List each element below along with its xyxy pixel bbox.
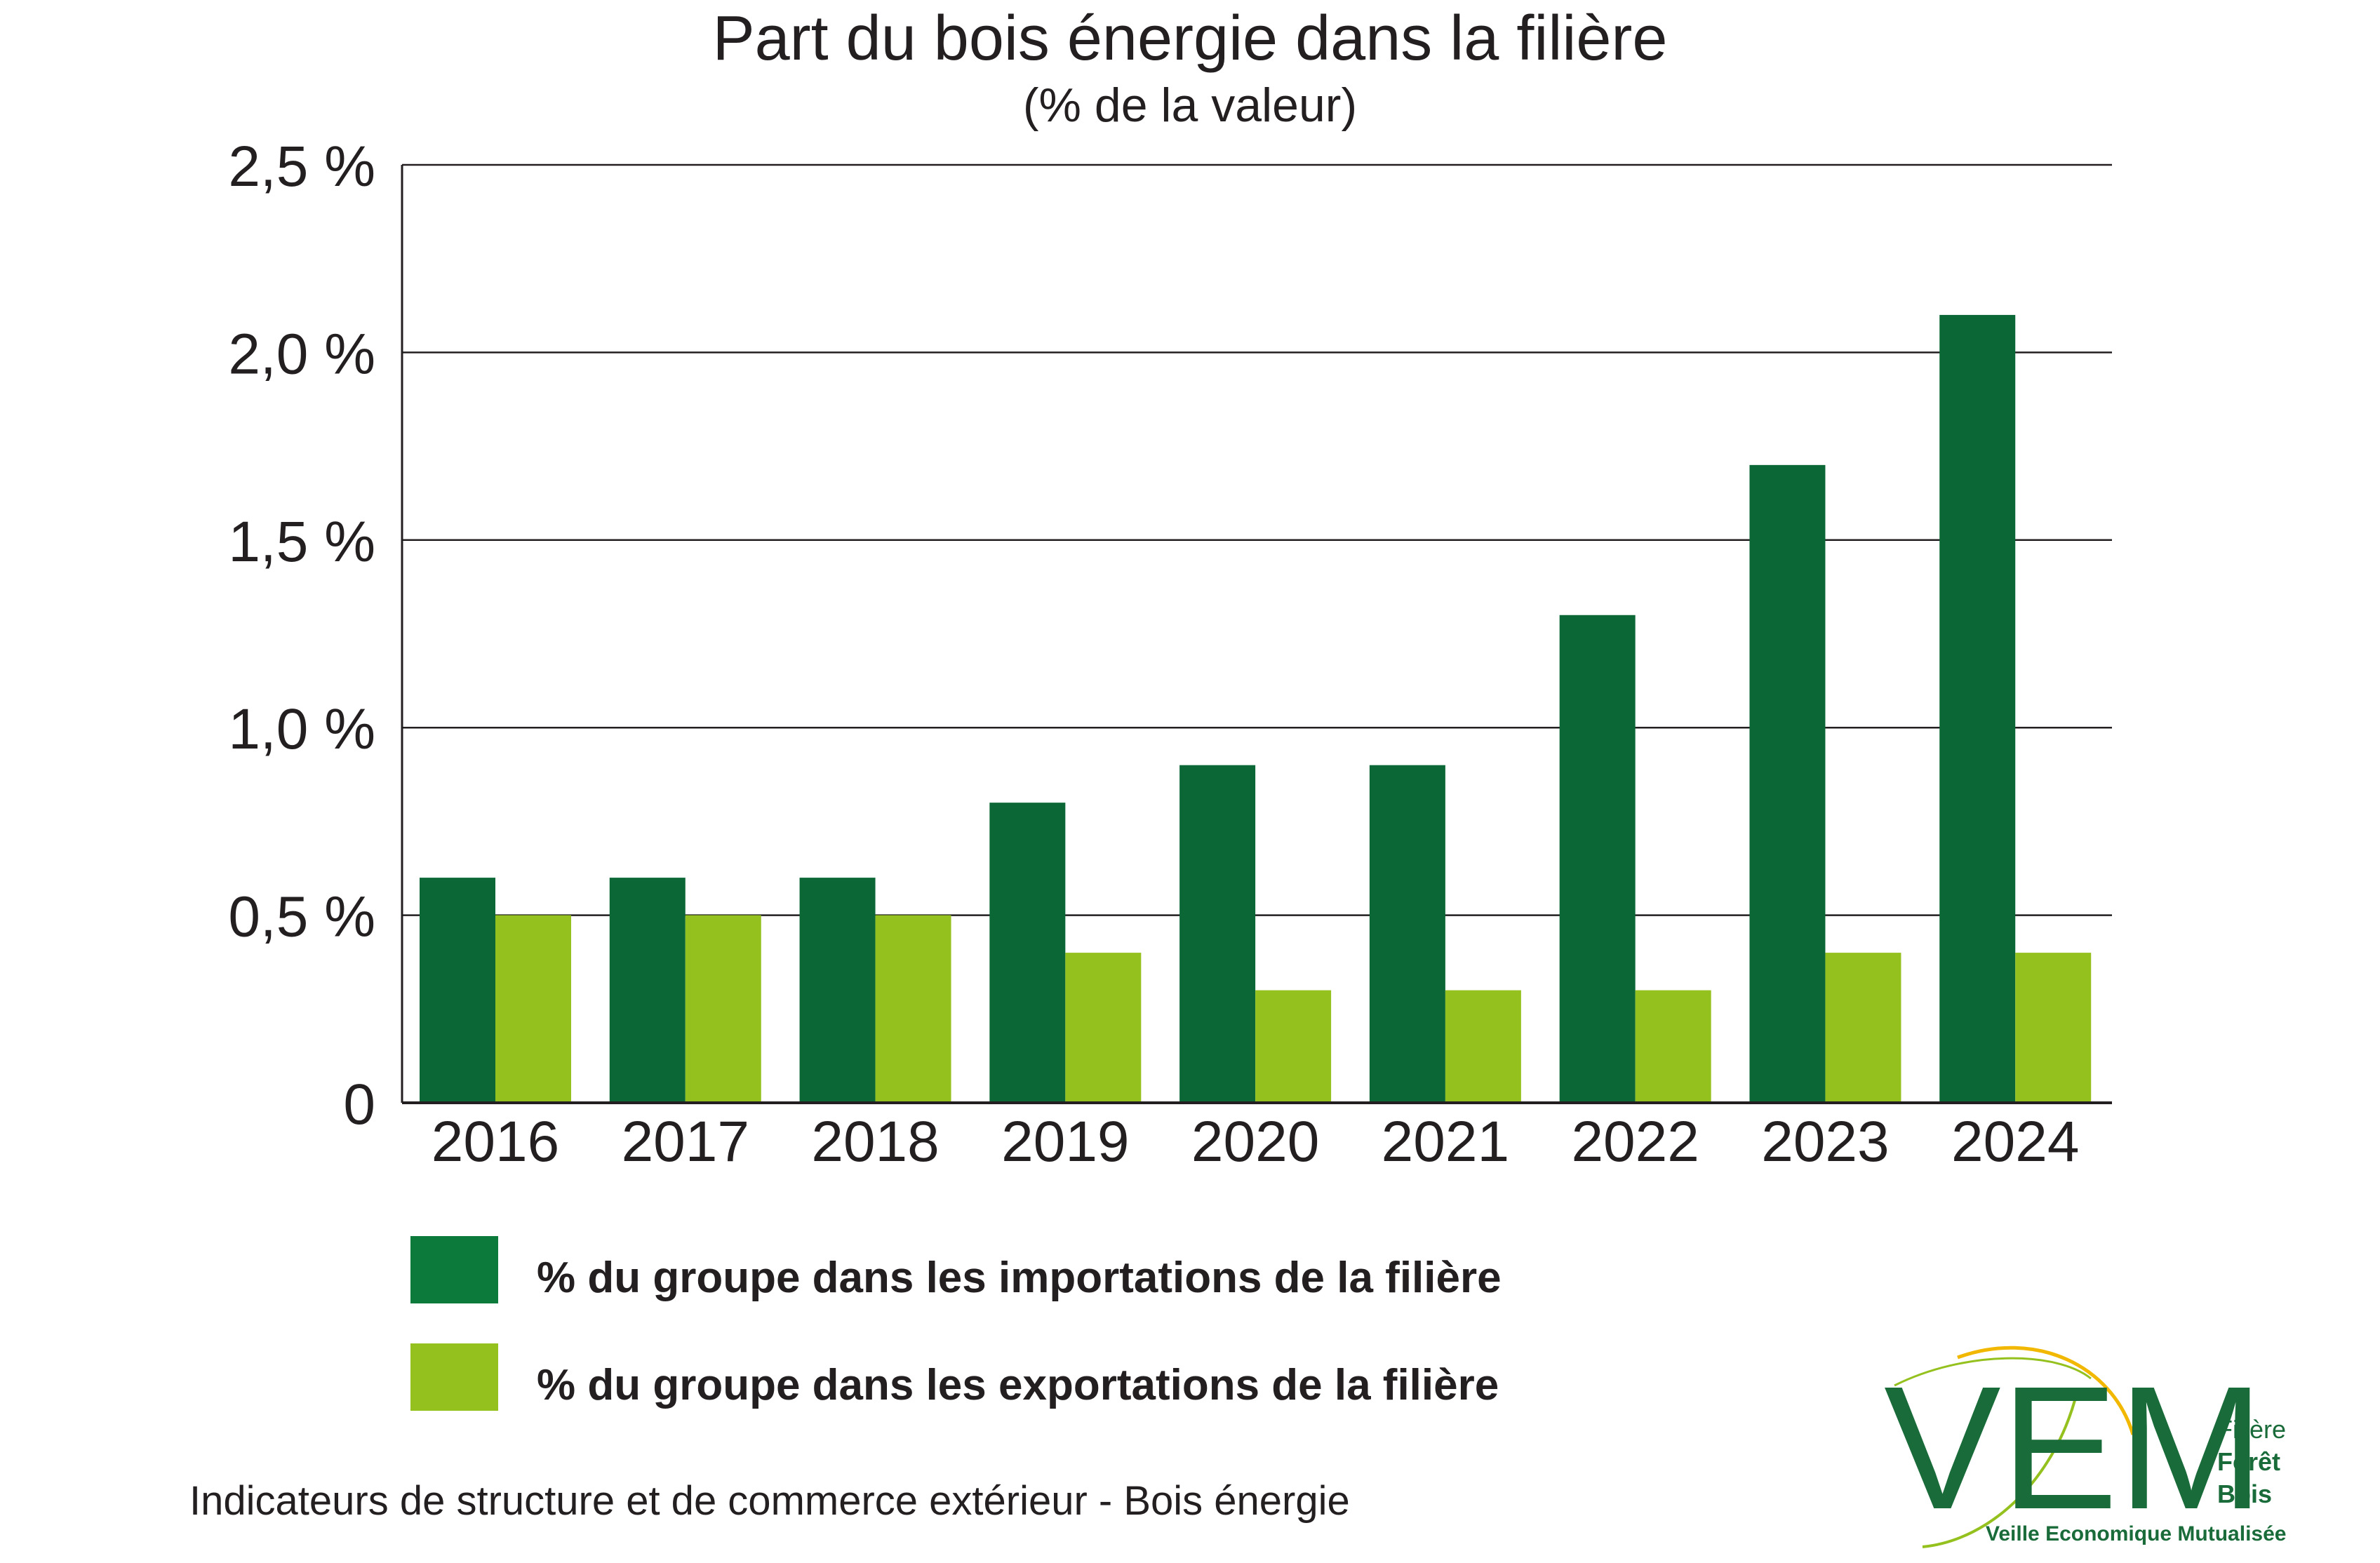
legend-label-exports: % du groupe dans les exportations de la … <box>537 1361 1499 1409</box>
y-tick-label: 2,0 % <box>228 322 375 386</box>
logo-line-3: Bois <box>2217 1480 2273 1508</box>
bar-exports <box>1065 953 1142 1103</box>
bar-imports <box>1559 615 1636 1103</box>
x-tick-label: 2019 <box>1001 1110 1129 1174</box>
vem-logo: VEM Filière Forêt Bois Veille Economique… <box>1880 1336 2329 1561</box>
x-tick-label: 2024 <box>1951 1110 2079 1174</box>
y-tick-label: 2,5 % <box>228 135 375 199</box>
bar-exports <box>875 915 951 1103</box>
bar-exports <box>2015 953 2092 1103</box>
bar-exports <box>1635 990 1711 1103</box>
bar-imports <box>609 878 686 1103</box>
x-tick-label: 2017 <box>622 1110 749 1174</box>
bar-imports <box>1179 765 1256 1103</box>
vem-logo-mark: VEM <box>1884 1346 2264 1548</box>
logo-side-text: Filière Forêt Bois <box>2217 1414 2286 1510</box>
x-tick-label: 2023 <box>1761 1110 1889 1174</box>
x-tick-labels: 2016 2017 2018 2019 2020 2021 2022 2023 2024 <box>432 1110 2080 1174</box>
bar-imports <box>1369 765 1445 1103</box>
x-tick-label: 2016 <box>432 1110 559 1174</box>
bar-exports <box>685 915 761 1103</box>
x-tick-label: 2022 <box>1571 1110 1699 1174</box>
bar-exports <box>1255 990 1332 1103</box>
x-tick-label: 2018 <box>811 1110 939 1174</box>
bar-imports <box>1939 314 2016 1103</box>
bar-chart: 00,5 %1,0 %1,5 %2,0 %2,5 % 2016 2017 2018 2… <box>228 135 2112 1174</box>
bar-exports <box>495 915 571 1103</box>
y-tick-label: 0,5 % <box>228 885 375 949</box>
y-tick-labels: 0 0,5 % 1,0 % 1,5 % 2,0 % 2,5 % <box>228 135 375 1136</box>
logo-letters: VEM <box>1884 1350 2264 1545</box>
legend-label-imports: % du groupe dans les importations de la … <box>537 1254 1502 1302</box>
bar-exports <box>1445 990 1521 1103</box>
logo-tagline: Veille Economique Mutualisée <box>1986 1522 2287 1545</box>
bar-imports <box>989 803 1066 1103</box>
gridlines <box>402 163 2112 916</box>
y-tick-label: 1,5 % <box>228 510 375 574</box>
axes <box>401 165 2112 1104</box>
logo-line-1: Filière <box>2217 1415 2287 1444</box>
bar-imports <box>1749 464 1826 1103</box>
legend-swatch-imports <box>410 1236 498 1303</box>
bar-imports <box>420 878 495 1103</box>
footnote: Indicateurs de structure et de commerce … <box>189 1478 1350 1524</box>
bars <box>420 314 2092 1103</box>
y-tick-label: 0 <box>343 1073 375 1136</box>
chart-subtitle: (% de la valeur) <box>1022 79 1358 132</box>
x-tick-label: 2021 <box>1382 1110 1509 1174</box>
x-tick-label: 2020 <box>1191 1110 1319 1174</box>
logo-line-2: Forêt <box>2217 1447 2280 1476</box>
bar-imports <box>799 878 876 1103</box>
legend-swatch-exports <box>410 1343 498 1411</box>
bar-exports <box>1825 953 1901 1103</box>
y-tick-label: 1,0 % <box>228 697 375 761</box>
chart-title: Part du bois énergie dans la filière <box>712 4 1668 74</box>
